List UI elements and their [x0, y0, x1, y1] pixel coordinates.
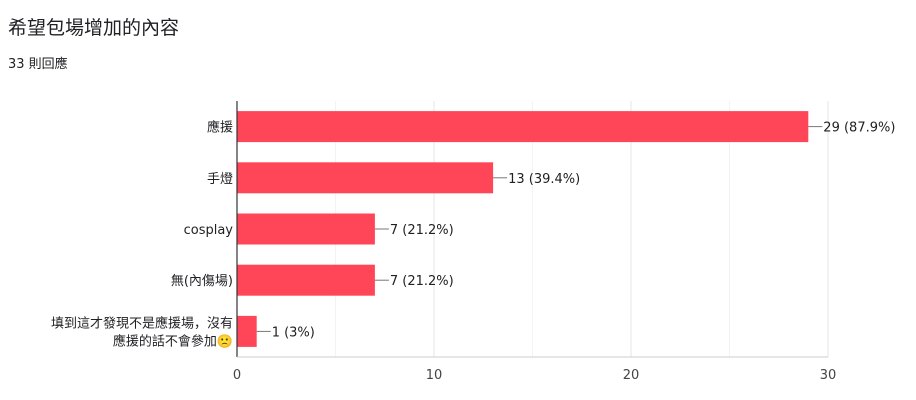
category-label: 填到這才發現不是應援場，沒有: [51, 315, 233, 331]
category-label: 手燈: [207, 172, 233, 187]
bar: [237, 264, 375, 296]
data-label: 7 (21.2%): [390, 223, 454, 238]
category-label: cosplay: [184, 223, 234, 238]
x-tick-label: 10: [426, 368, 443, 383]
bar: [237, 315, 257, 347]
category-label: 應援: [207, 120, 233, 136]
x-tick-label: 30: [820, 368, 837, 383]
data-label: 13 (39.4%): [508, 172, 580, 187]
category-label: 無(內傷場): [171, 274, 233, 289]
x-tick-label: 0: [233, 368, 241, 383]
data-label: 1 (3%): [272, 325, 315, 340]
data-label: 29 (87.9%): [823, 121, 895, 136]
bar: [237, 213, 375, 245]
x-tick-label: 20: [623, 368, 640, 383]
data-label: 7 (21.2%): [390, 274, 454, 289]
category-label: 應援的話不會參加🙁: [113, 333, 233, 349]
chart-title: 希望包場增加的內容: [8, 17, 180, 39]
response-count: 33 則回應: [8, 57, 68, 72]
bar: [237, 111, 809, 143]
bar: [237, 162, 494, 194]
